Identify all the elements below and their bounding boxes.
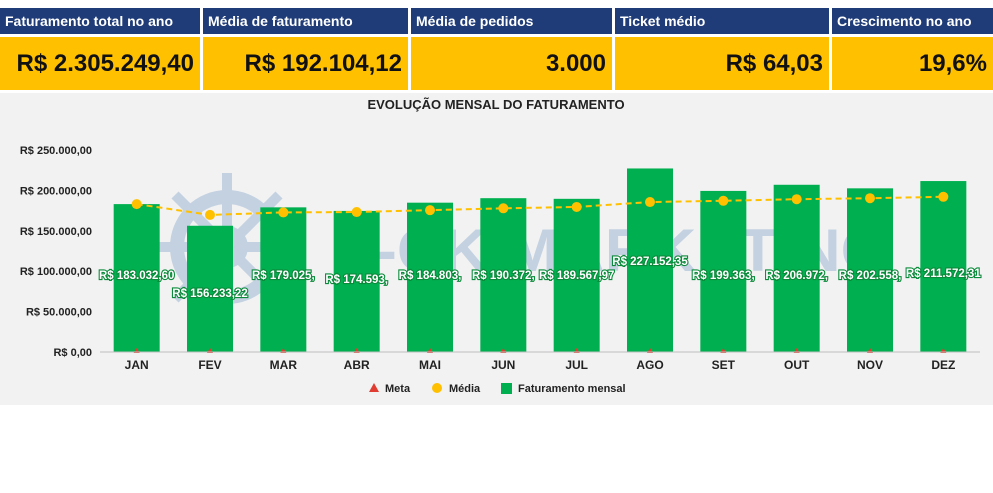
bar-jul	[553, 198, 600, 352]
y-tick-label: R$ 100.000,00	[20, 266, 92, 278]
average-point	[938, 191, 949, 202]
bar-data-label: R$ 211.572,31	[906, 268, 981, 280]
bar-data-label: R$ 206.972,	[765, 270, 828, 282]
bar-mar	[260, 207, 307, 352]
kpi-label: Ticket médio	[615, 8, 829, 34]
data-labels: R$ 183.032,60 R$ 156.233,22 R$ 179.025, R$ …	[98, 255, 983, 301]
kpi-label: Média de pedidos	[411, 8, 612, 34]
kpi-card-orders: Média de pedidos 3.000	[411, 8, 612, 90]
x-tick-label: SET	[712, 358, 736, 372]
kpi-label: Média de faturamento	[203, 8, 408, 34]
legend-meta-icon	[369, 383, 379, 392]
kpi-value: 3.000	[411, 37, 612, 90]
bar-out	[773, 184, 820, 352]
average-point	[425, 205, 435, 216]
kpi-value: 19,6%	[832, 37, 993, 90]
kpi-row: Faturamento total no ano R$ 2.305.249,40…	[0, 8, 993, 90]
bar-fev	[187, 225, 233, 352]
kpi-label: Crescimento no ano	[832, 8, 993, 34]
bar-data-label: R$ 156.233,22	[172, 288, 247, 300]
average-point	[645, 197, 655, 208]
legend-faturamento: Faturamento mensal	[518, 383, 626, 395]
bar-mai	[407, 202, 453, 352]
bar-data-label: R$ 199.363,	[692, 270, 755, 282]
y-tick-label: R$ 0,00	[53, 347, 92, 359]
x-tick-label: MAI	[419, 358, 441, 372]
legend-media-icon	[432, 383, 442, 393]
bar-data-label: R$ 190.372,	[472, 270, 535, 282]
y-tick-label: R$ 50.000,00	[26, 307, 92, 319]
revenue-chart: EVOLUÇÃO MENSAL DO FATURAMENTO D-CK MARK…	[20, 97, 983, 395]
average-point	[865, 193, 875, 204]
legend-media: Média	[449, 383, 481, 395]
bar-data-label: R$ 227.152,35	[612, 256, 688, 268]
average-series	[131, 191, 949, 220]
average-point	[278, 207, 289, 218]
average-point	[718, 195, 729, 206]
average-point	[791, 194, 802, 205]
chart-title: EVOLUÇÃO MENSAL DO FATURAMENTO	[367, 97, 624, 112]
bar-series	[113, 168, 967, 352]
legend: Meta Média Faturamento mensal	[369, 383, 626, 395]
bar-data-label: R$ 189.567,97	[539, 270, 614, 282]
x-tick-label: JUL	[565, 358, 588, 372]
bar-data-label: R$ 174.593,	[325, 274, 388, 286]
y-tick-label: R$ 200.000,00	[20, 185, 92, 197]
average-point	[205, 209, 215, 220]
x-tick-label: DEZ	[931, 358, 955, 372]
legend-meta: Meta	[385, 383, 411, 395]
kpi-label: Faturamento total no ano	[0, 8, 200, 34]
kpi-card-growth: Crescimento no ano 19,6%	[832, 8, 993, 90]
x-tick-label: JUN	[491, 358, 515, 372]
x-tick-label: FEV	[198, 358, 221, 372]
bar-set	[700, 190, 747, 352]
bar-jun	[480, 198, 527, 352]
average-point	[131, 199, 142, 210]
chart-panel: EVOLUÇÃO MENSAL DO FATURAMENTO D-CK MARK…	[0, 93, 993, 405]
x-tick-label: JAN	[125, 358, 149, 372]
kpi-value: R$ 64,03	[615, 37, 829, 90]
kpi-card-average: Média de faturamento R$ 192.104,12	[203, 8, 408, 90]
x-tick-label: ABR	[344, 358, 370, 372]
average-line	[136, 195, 944, 216]
average-point	[571, 201, 582, 212]
bar-dez	[920, 181, 967, 352]
bar-data-label: R$ 183.032,60	[99, 270, 174, 282]
bar-abr	[333, 210, 380, 352]
kpi-card-total: Faturamento total no ano R$ 2.305.249,40	[0, 8, 200, 90]
x-tick-label: NOV	[857, 358, 883, 372]
bar-data-label: R$ 202.558,	[839, 270, 902, 282]
y-tick-label: R$ 250.000,00	[20, 145, 92, 157]
bar-data-label: R$ 184.803,	[399, 270, 462, 282]
average-point	[498, 203, 509, 214]
x-tick-label: AGO	[636, 358, 663, 372]
legend-faturamento-icon	[501, 383, 512, 394]
kpi-value: R$ 2.305.249,40	[0, 37, 200, 90]
y-axis: R$ 0,00 R$ 50.000,00 R$ 100.000,00 R$ 150.0…	[20, 145, 92, 359]
kpi-value: R$ 192.104,12	[203, 37, 408, 90]
kpi-card-ticket: Ticket médio R$ 64,03	[615, 8, 829, 90]
bar-jan	[113, 204, 160, 352]
bar-data-label: R$ 179.025,	[252, 270, 315, 282]
x-tick-label: OUT	[784, 358, 810, 372]
y-tick-label: R$ 150.000,00	[20, 226, 92, 238]
bar-nov	[847, 188, 893, 352]
x-tick-label: MAR	[270, 358, 298, 372]
average-point	[351, 207, 362, 218]
x-axis: JAN FEV MAR ABR MAI JUN JUL AGO SET OUT NOV DEZ	[100, 351, 980, 372]
